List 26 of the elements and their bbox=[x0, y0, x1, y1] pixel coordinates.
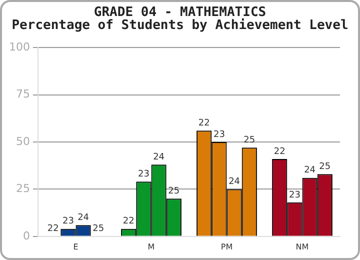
x-tick-label: M bbox=[148, 242, 155, 252]
y-tick-label: 50 bbox=[16, 134, 30, 148]
series-label: 22 bbox=[198, 118, 210, 129]
text: 23 bbox=[288, 190, 300, 200]
text: 24 bbox=[228, 177, 240, 188]
text: 24 bbox=[304, 166, 316, 176]
text: 22 bbox=[122, 216, 134, 227]
x-tick-label: PM bbox=[220, 242, 233, 252]
series-label: 24 bbox=[78, 212, 90, 223]
text: 25 bbox=[319, 162, 331, 172]
text: 23 bbox=[138, 169, 150, 180]
y-tick-label: 25 bbox=[16, 182, 30, 196]
series-label: 23 bbox=[213, 130, 225, 140]
text: 22 bbox=[274, 146, 286, 157]
text: 25 bbox=[92, 224, 104, 234]
x-tick-label: E bbox=[73, 242, 78, 252]
y-tick-label: 0 bbox=[22, 229, 30, 242]
text: 24 bbox=[153, 152, 165, 162]
y-tick-label: 100 bbox=[8, 40, 30, 54]
chart-subtitle: Percentage of Students by Achievement Level bbox=[10, 18, 350, 33]
series-label: 25 bbox=[168, 186, 180, 196]
x-tick-label: NM bbox=[296, 242, 309, 252]
text: 25 bbox=[244, 136, 256, 146]
text: 23 bbox=[62, 216, 74, 227]
text: 22 bbox=[47, 224, 59, 234]
y-tick-label: 75 bbox=[16, 88, 30, 101]
